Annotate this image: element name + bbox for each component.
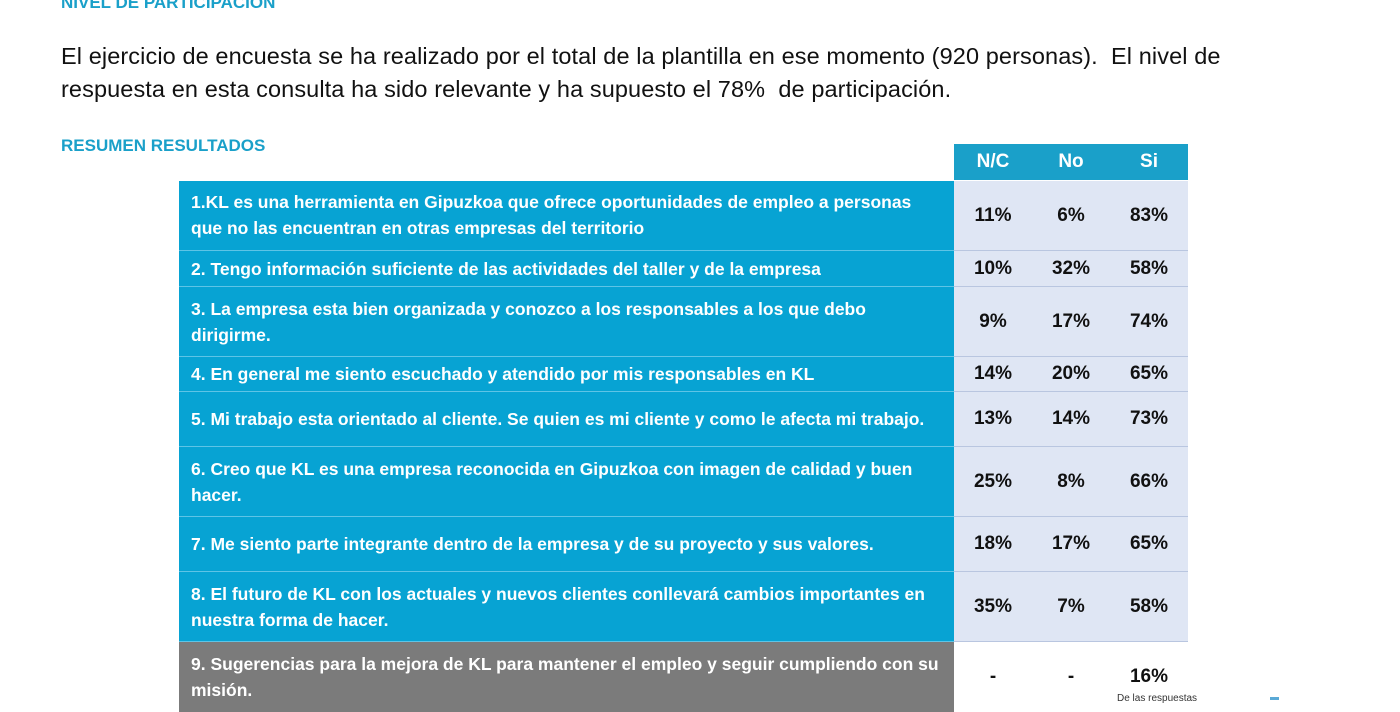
table-row: 6. Creo que KL es una empresa reconocida… (179, 446, 1188, 517)
si-cell: 65% (1110, 516, 1188, 572)
nc-cell: 35% (954, 571, 1032, 642)
si-cell: 58% (1110, 250, 1188, 287)
header-no: No (1032, 144, 1110, 181)
question-cell: 8. El futuro de KL con los actuales y nu… (179, 571, 954, 642)
table-row: 9. Sugerencias para la mejora de KL para… (179, 641, 1188, 712)
intro-line-2: respuesta en esta consulta ha sido relev… (61, 76, 952, 102)
intro-line-1: El ejercicio de encuesta se ha realizado… (61, 43, 1221, 69)
no-cell: - (1032, 641, 1110, 712)
table-row: 3. La empresa esta bien organizada y con… (179, 286, 1188, 357)
table-row: 2. Tengo información suficiente de las a… (179, 250, 1188, 287)
question-cell: 7. Me siento parte integrante dentro de … (179, 516, 954, 572)
nc-cell: 14% (954, 356, 1032, 392)
si-cell: 74% (1110, 286, 1188, 357)
si-cell: 65% (1110, 356, 1188, 392)
nc-cell: 25% (954, 446, 1032, 517)
nc-cell: 11% (954, 180, 1032, 251)
si-cell: 66% (1110, 446, 1188, 517)
no-cell: 8% (1032, 446, 1110, 517)
footnote: De las respuestas (1117, 693, 1198, 704)
table-header-row: N/C No Si (179, 144, 1188, 181)
table-row: 7. Me siento parte integrante dentro de … (179, 516, 1188, 572)
question-cell: 3. La empresa esta bien organizada y con… (179, 286, 954, 357)
nc-cell: 18% (954, 516, 1032, 572)
question-cell: 2. Tengo información suficiente de las a… (179, 250, 954, 287)
no-cell: 6% (1032, 180, 1110, 251)
nc-cell: 10% (954, 250, 1032, 287)
question-cell: 4. En general me siento escuchado y aten… (179, 356, 954, 392)
header-si: Si (1110, 144, 1188, 181)
si-cell: 83% (1110, 180, 1188, 251)
si-cell: 58% (1110, 571, 1188, 642)
results-table: N/C No Si 1.KL es una herramienta en Gip… (179, 144, 1188, 712)
table-row: 1.KL es una herramienta en Gipuzkoa que … (179, 180, 1188, 251)
question-cell: 9. Sugerencias para la mejora de KL para… (179, 641, 954, 712)
header-nc: N/C (954, 144, 1032, 181)
corner-mark (1270, 697, 1279, 700)
question-cell: 5. Mi trabajo esta orientado al cliente.… (179, 391, 954, 447)
no-cell: 17% (1032, 286, 1110, 357)
no-cell: 14% (1032, 391, 1110, 447)
no-cell: 7% (1032, 571, 1110, 642)
nc-cell: - (954, 641, 1032, 712)
no-cell: 17% (1032, 516, 1110, 572)
nc-cell: 9% (954, 286, 1032, 357)
si-cell: 73% (1110, 391, 1188, 447)
table-row: 5. Mi trabajo esta orientado al cliente.… (179, 391, 1188, 447)
header-blank (179, 144, 954, 181)
question-cell: 6. Creo que KL es una empresa reconocida… (179, 446, 954, 517)
section-heading-participacion: NIVEL DE PARTICIPACIÓN (61, 0, 276, 12)
no-cell: 20% (1032, 356, 1110, 392)
section-heading-resumen: RESUMEN RESULTADOS (61, 136, 266, 155)
table-row: 4. En general me siento escuchado y aten… (179, 356, 1188, 392)
no-cell: 32% (1032, 250, 1110, 287)
intro-paragraph: El ejercicio de encuesta se ha realizado… (61, 40, 1351, 106)
table-row: 8. El futuro de KL con los actuales y nu… (179, 571, 1188, 642)
question-cell: 1.KL es una herramienta en Gipuzkoa que … (179, 180, 954, 251)
nc-cell: 13% (954, 391, 1032, 447)
